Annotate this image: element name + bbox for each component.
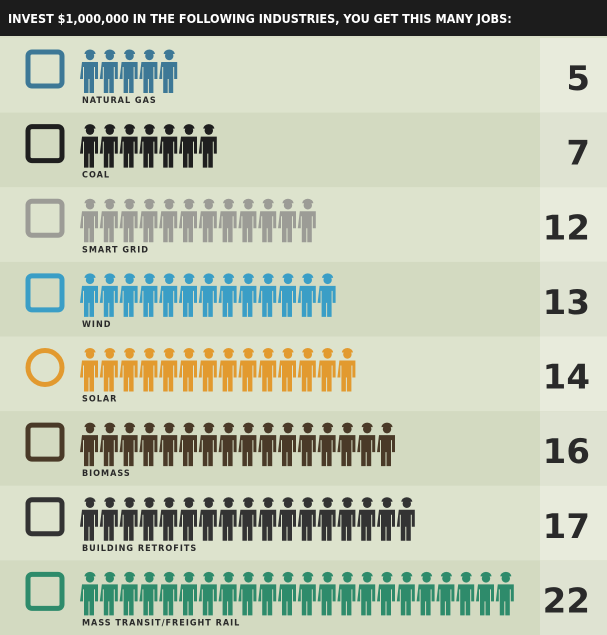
value-label: 16 — [543, 432, 590, 472]
value-label: 17 — [543, 507, 590, 547]
value-label: 5 — [566, 59, 590, 99]
category-label: COAL — [82, 171, 110, 181]
category-label: BUILDING RETROFITS — [82, 544, 197, 554]
category-label: SOLAR — [82, 395, 117, 405]
category-label: WIND — [82, 320, 111, 330]
value-label: 14 — [543, 358, 590, 398]
value-label: 22 — [543, 581, 590, 621]
category-label: BIOMASS — [82, 469, 131, 479]
category-label: MASS TRANSIT/FREIGHT RAIL — [82, 618, 240, 628]
value-label: 12 — [543, 208, 590, 248]
value-label: 7 — [566, 134, 590, 174]
category-label: NATURAL GAS — [82, 96, 157, 106]
chart: INVEST $1,000,000 IN THE FOLLOWING INDUS… — [0, 0, 607, 635]
category-label: SMART GRID — [82, 245, 149, 255]
value-label: 13 — [543, 283, 590, 323]
chart-title: INVEST $1,000,000 IN THE FOLLOWING INDUS… — [8, 11, 512, 26]
